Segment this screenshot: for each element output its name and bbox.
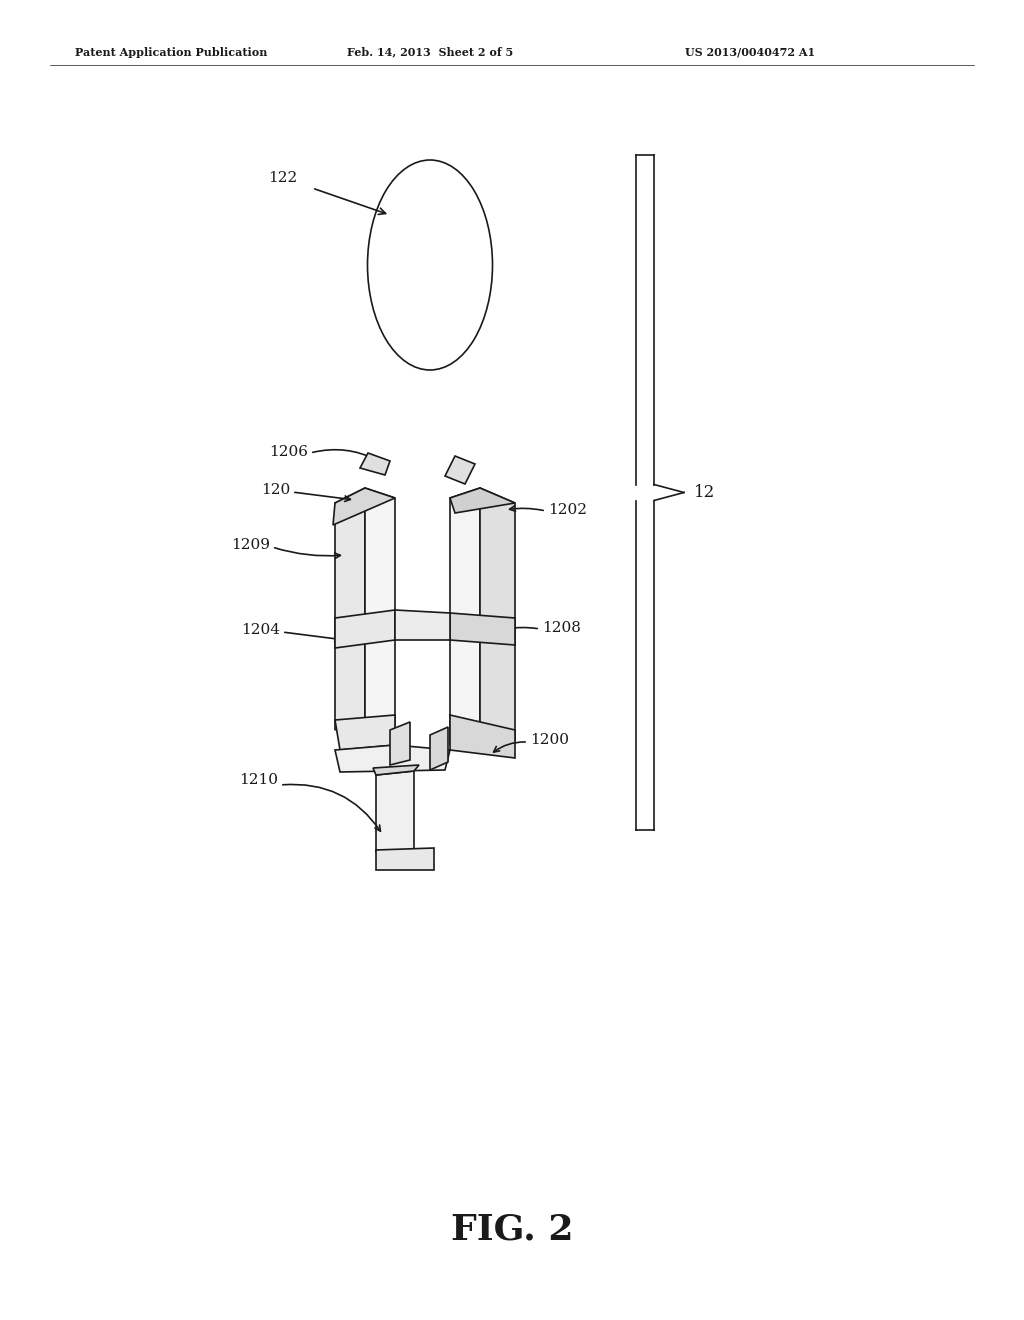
Polygon shape	[450, 715, 515, 758]
Polygon shape	[335, 610, 395, 648]
Text: US 2013/0040472 A1: US 2013/0040472 A1	[685, 46, 815, 58]
Text: 122: 122	[268, 172, 297, 185]
Text: 1200: 1200	[530, 733, 569, 747]
Polygon shape	[365, 488, 395, 725]
Polygon shape	[480, 488, 515, 741]
Polygon shape	[373, 766, 419, 775]
Text: FIG. 2: FIG. 2	[451, 1213, 573, 1247]
Text: 12: 12	[694, 484, 715, 502]
Text: Feb. 14, 2013  Sheet 2 of 5: Feb. 14, 2013 Sheet 2 of 5	[347, 46, 513, 58]
Polygon shape	[335, 715, 395, 750]
Polygon shape	[450, 488, 480, 744]
Text: 120: 120	[261, 483, 290, 498]
Text: 1208: 1208	[542, 620, 581, 635]
Text: 1204: 1204	[241, 623, 280, 638]
Text: 1209: 1209	[231, 539, 270, 552]
Polygon shape	[360, 453, 390, 475]
Polygon shape	[335, 744, 450, 772]
Polygon shape	[395, 610, 450, 640]
Text: 1210: 1210	[239, 774, 278, 787]
Polygon shape	[376, 771, 414, 851]
Text: Patent Application Publication: Patent Application Publication	[75, 46, 267, 58]
Text: 1206: 1206	[269, 445, 308, 459]
Polygon shape	[450, 488, 515, 513]
Polygon shape	[445, 455, 475, 484]
Polygon shape	[450, 612, 515, 645]
Polygon shape	[430, 727, 449, 770]
Polygon shape	[333, 488, 395, 525]
Polygon shape	[376, 847, 434, 870]
Text: 1202: 1202	[548, 503, 587, 517]
Polygon shape	[335, 488, 365, 730]
Polygon shape	[390, 722, 410, 766]
